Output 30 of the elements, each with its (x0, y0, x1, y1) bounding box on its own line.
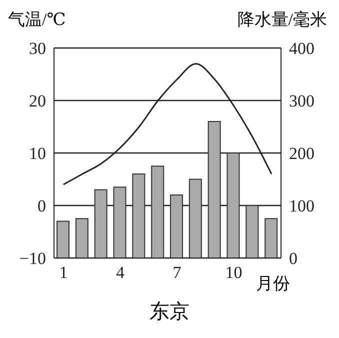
y2-tick-label: 300 (289, 92, 314, 111)
y-tick-label: −10 (19, 249, 46, 268)
y2-axis-title: 降水量/毫米 (237, 9, 327, 31)
y2-tick-label: 0 (289, 249, 298, 268)
y-tick-label: 30 (29, 39, 46, 58)
bar (188, 178, 202, 258)
y2-tick-label: 200 (289, 144, 314, 164)
bar (132, 174, 146, 258)
x-tick-label: 1 (59, 263, 68, 282)
y-tick-label: 20 (29, 92, 46, 111)
bar (75, 218, 88, 258)
bar (170, 194, 183, 258)
x-tick-label: 10 (225, 263, 242, 282)
bar (208, 121, 221, 258)
y-axis-title: 气温/℃ (8, 9, 66, 31)
bar (151, 166, 164, 258)
bar (94, 189, 108, 258)
y-tick-label: 10 (29, 144, 46, 164)
y2-tick-label: 100 (289, 196, 314, 216)
bar (246, 205, 259, 258)
bar (226, 152, 240, 258)
bar (56, 220, 70, 258)
text: 东京 (148, 300, 190, 325)
x-tick-label: 4 (116, 263, 125, 282)
bar (113, 186, 126, 258)
x-tick-label: 7 (172, 263, 182, 282)
y2-tick-label: 400 (289, 39, 314, 58)
x-axis-title: 月份 (256, 273, 290, 295)
bar (264, 218, 278, 258)
y-tick-label: 0 (38, 196, 46, 216)
